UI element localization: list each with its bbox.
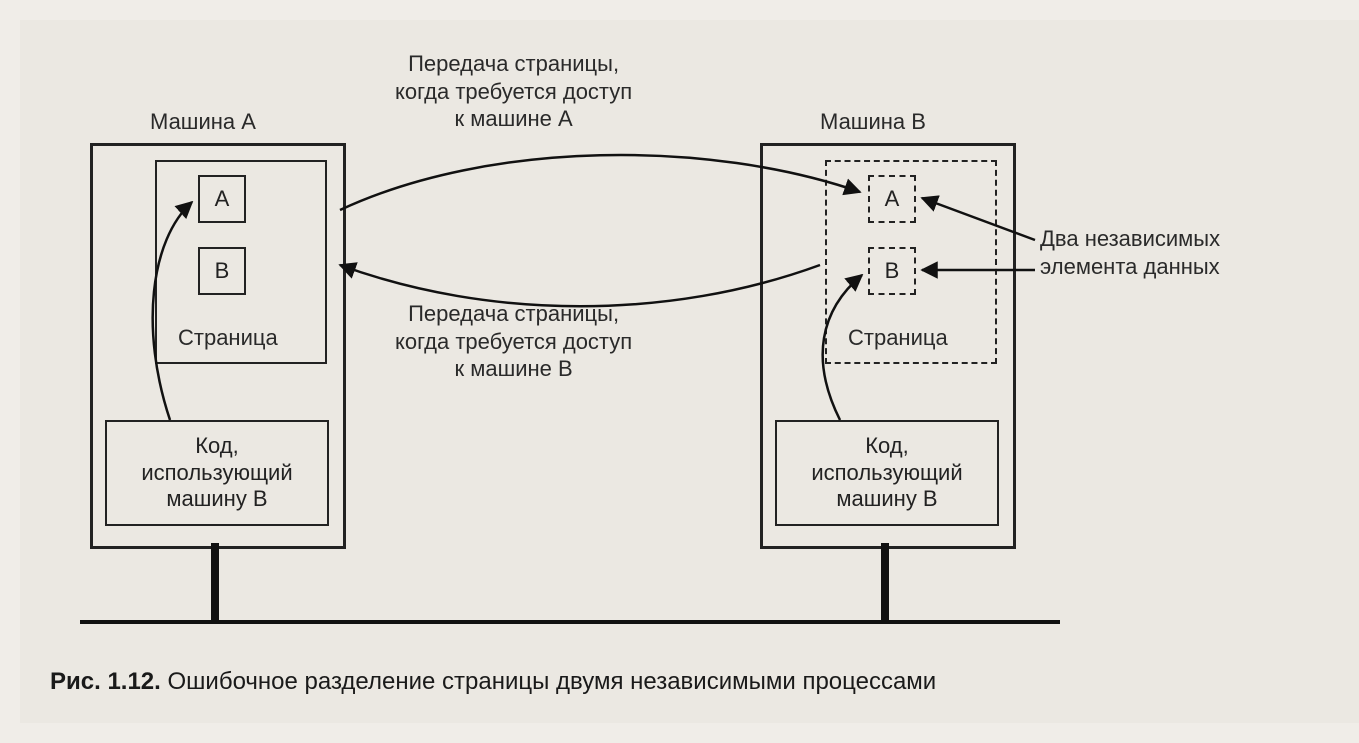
diagram-canvas: Машина A A B Страница Код, использующий … [20,20,1359,723]
two-independent-label: Два независимых элемента данных [1040,225,1220,280]
machine-b-title: Машина B [820,108,926,136]
machine-a-code-box: Код, использующий машину B [105,420,329,526]
machine-a-stand [211,543,219,620]
machine-b-cell-a: A [868,175,916,223]
caption-prefix: Рис. 1.12. [50,668,168,695]
machine-a-cell-b: B [198,247,246,295]
machine-b-cell-b: B [868,247,916,295]
machine-a-cell-a: A [198,175,246,223]
machine-a-title: Машина A [150,108,256,136]
machine-b-stand [881,543,889,620]
top-transfer-label: Передача страницы, когда требуется досту… [395,50,632,133]
machine-b-code-box: Код, использующий машину B [775,420,999,526]
ground-line [80,620,1060,624]
figure-caption: Рис. 1.12. Ошибочное разделение страницы… [50,668,936,696]
bottom-transfer-label: Передача страницы, когда требуется досту… [395,300,632,383]
caption-text: Ошибочное разделение страницы двумя неза… [168,668,937,695]
machine-b-page-label: Страница [848,324,948,352]
machine-a-page-label: Страница [178,324,278,352]
